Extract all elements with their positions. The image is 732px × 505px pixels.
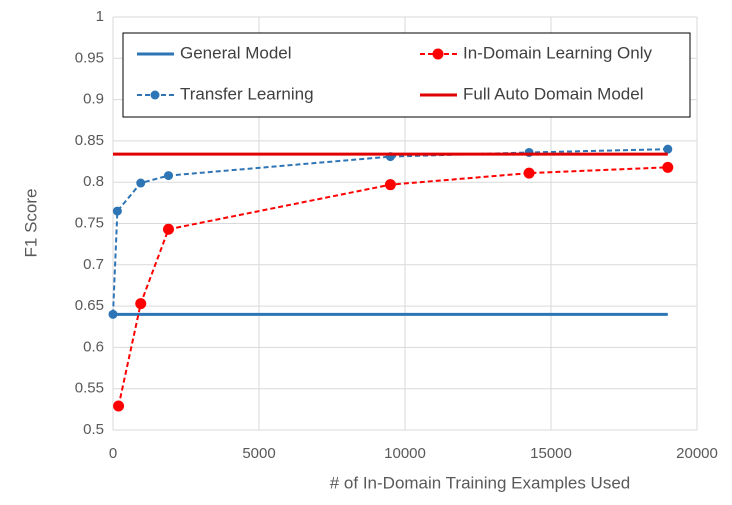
x-tick-label: 10000 (384, 445, 426, 462)
y-tick-label: 0.7 (83, 256, 104, 273)
x-tick-label: 5000 (242, 445, 275, 462)
legend-label: In-Domain Learning Only (463, 43, 652, 62)
series-line (112, 148, 668, 315)
data-point (523, 167, 535, 179)
y-tick-label: 0.5 (83, 421, 104, 438)
data-point (162, 223, 174, 235)
x-tick-label: 15000 (530, 445, 572, 462)
legend-marker (432, 48, 444, 60)
y-tick-label: 0.8 (83, 173, 104, 190)
legend-marker (150, 90, 160, 100)
y-tick-label: 0.85 (75, 132, 104, 149)
data-point (662, 161, 674, 173)
data-point (113, 400, 125, 412)
series-line (117, 166, 668, 407)
y-tick-label: 0.9 (83, 91, 104, 108)
x-tick-label: 20000 (676, 445, 718, 462)
y-tick-label: 0.65 (75, 297, 104, 314)
data-point (108, 309, 118, 319)
y-axis-label: F1 Score (21, 189, 40, 258)
data-point (663, 144, 673, 154)
x-axis-label: # of In-Domain Training Examples Used (330, 473, 630, 492)
y-tick-label: 1 (96, 8, 104, 25)
y-tick-label: 0.6 (83, 338, 104, 355)
legend-label: General Model (180, 43, 292, 62)
data-point (136, 178, 146, 188)
x-tick-label: 0 (109, 445, 117, 462)
legend-label: Transfer Learning (180, 84, 314, 103)
y-tick-label: 0.55 (75, 380, 104, 397)
legend-label: Full Auto Domain Model (463, 84, 643, 103)
y-tick-label: 0.75 (75, 214, 104, 231)
data-point (384, 179, 396, 191)
data-point (135, 298, 147, 310)
y-tick-label: 0.95 (75, 49, 104, 66)
legend-box (122, 32, 691, 118)
data-point (112, 206, 122, 216)
data-point (163, 171, 173, 181)
